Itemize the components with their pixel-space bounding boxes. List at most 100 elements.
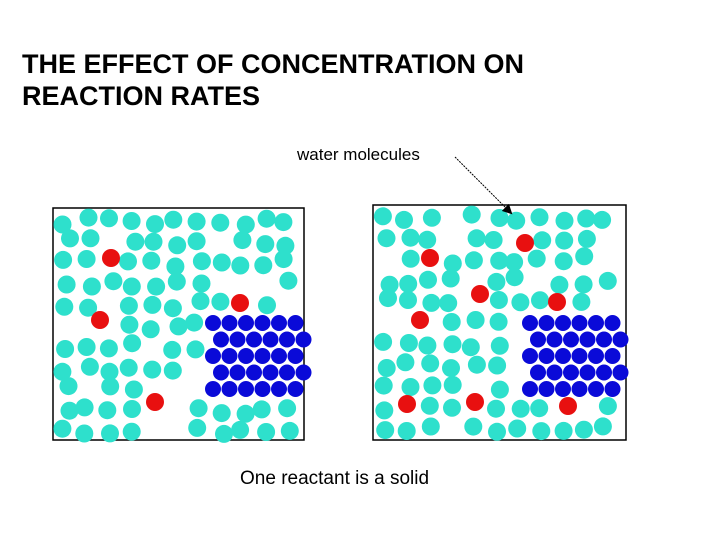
- water-molecule: [274, 250, 293, 269]
- water-molecule: [490, 251, 509, 270]
- solid-particle: [295, 364, 312, 381]
- water-molecule: [146, 215, 164, 234]
- water-molecule: [462, 205, 481, 224]
- water-molecule: [56, 340, 75, 358]
- water-molecule: [53, 362, 72, 381]
- solid-particle: [555, 315, 571, 331]
- solid-particle: [604, 381, 621, 397]
- water-molecule: [490, 209, 509, 227]
- water-molecule: [280, 421, 299, 440]
- water-molecule: [375, 401, 394, 420]
- water-molecule: [443, 398, 461, 417]
- water-molecule: [211, 213, 230, 232]
- water-molecule: [487, 272, 506, 291]
- water-label: water molecules: [296, 145, 420, 164]
- water-molecule: [278, 399, 297, 418]
- water-molecule: [379, 289, 397, 308]
- water-molecule: [147, 277, 166, 296]
- solid-particle: [287, 315, 304, 331]
- water-molecule: [191, 292, 210, 311]
- water-molecule: [401, 249, 420, 268]
- arrow: [454, 156, 513, 215]
- water-molecule: [598, 271, 617, 290]
- water-molecule: [487, 399, 505, 418]
- water-molecule: [252, 400, 271, 419]
- water-molecule: [120, 315, 139, 334]
- water-molecule: [167, 272, 186, 291]
- solid-particle: [579, 331, 596, 348]
- water-molecule: [100, 362, 119, 381]
- solid-particle: [229, 331, 246, 348]
- water-molecule: [419, 270, 437, 289]
- water-molecule: [57, 275, 76, 294]
- water-molecule: [399, 274, 418, 293]
- water-molecule: [164, 210, 183, 229]
- solid-particle: [221, 315, 238, 331]
- solid-particle: [287, 348, 304, 364]
- water-molecule: [554, 252, 573, 271]
- water-molecule: [374, 376, 393, 395]
- water-molecule: [122, 212, 141, 230]
- solid-particle: [205, 381, 221, 397]
- solid-particle: [205, 315, 221, 331]
- water-molecule: [141, 320, 160, 339]
- water-molecule: [79, 298, 98, 317]
- solid-particle: [262, 364, 279, 381]
- water-molecule: [144, 232, 163, 251]
- solid-particle: [538, 381, 555, 397]
- water-molecule: [530, 399, 549, 418]
- water-molecule: [511, 399, 530, 418]
- water-molecule: [442, 313, 461, 331]
- water-molecule: [401, 378, 420, 396]
- water-molecule: [233, 231, 252, 250]
- water-molecule: [59, 377, 78, 396]
- water-molecule: [122, 422, 141, 441]
- water-molecule: [467, 355, 486, 374]
- water-molecule: [98, 401, 117, 420]
- water-molecule: [256, 235, 275, 254]
- solid-particle: [538, 315, 555, 331]
- reactant-particle: [516, 234, 534, 252]
- water-molecule: [488, 356, 507, 375]
- water-molecule: [187, 212, 206, 231]
- water-molecule: [511, 293, 530, 312]
- reactant-particle: [421, 249, 439, 267]
- water-molecule: [236, 404, 255, 423]
- water-molecule: [186, 340, 205, 359]
- water-molecule: [211, 292, 230, 311]
- water-molecule: [274, 213, 293, 232]
- solid-particle: [596, 364, 612, 381]
- water-molecule: [464, 251, 483, 270]
- water-molecule: [423, 376, 442, 395]
- water-molecule: [374, 332, 393, 351]
- solid-particle: [221, 381, 238, 397]
- water-molecule: [575, 247, 594, 266]
- water-molecule: [231, 420, 250, 439]
- water-molecule: [574, 275, 593, 294]
- solid-particle: [546, 331, 563, 348]
- reactant-particle: [102, 249, 120, 267]
- water-molecule: [258, 296, 276, 315]
- water-molecule: [420, 396, 439, 415]
- solid-particle: [530, 331, 546, 348]
- solid-particle: [221, 348, 238, 364]
- reactant-particle: [231, 294, 249, 312]
- water-molecule: [101, 424, 119, 443]
- water-molecule: [55, 297, 74, 316]
- title-line: THE EFFECT OF CONCENTRATION ON: [22, 49, 524, 79]
- solid-particle: [271, 348, 287, 364]
- water-molecule: [421, 417, 440, 436]
- water-molecule: [163, 361, 182, 380]
- solid-particle: [588, 315, 604, 331]
- water-molecule: [257, 423, 276, 441]
- solid-particle: [271, 315, 287, 331]
- water-molecule: [527, 249, 546, 268]
- solid-particle: [563, 331, 579, 348]
- reactant-particle: [146, 393, 164, 411]
- solid-particle: [563, 364, 579, 381]
- water-molecule: [61, 229, 79, 248]
- solid-particle: [246, 364, 262, 381]
- solid-particle: [588, 381, 604, 397]
- water-molecule: [187, 232, 206, 251]
- solid-particle: [279, 331, 295, 348]
